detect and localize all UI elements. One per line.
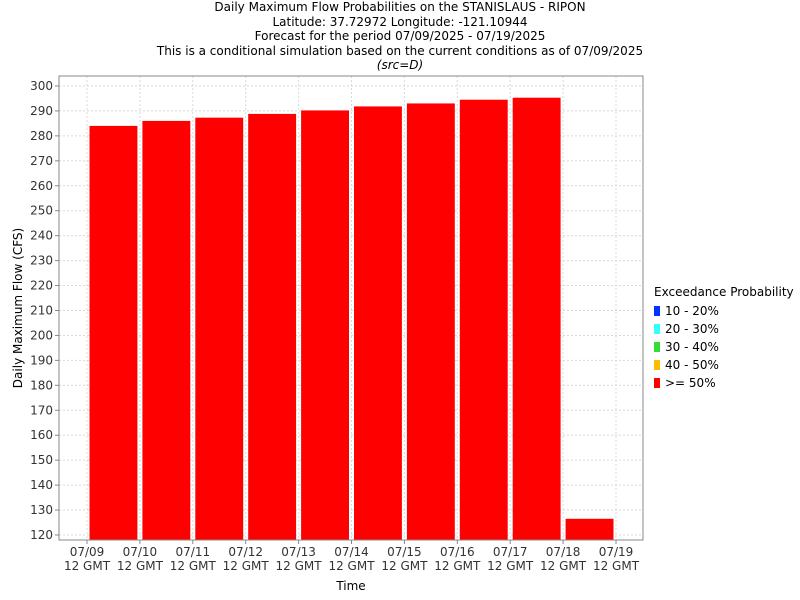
legend-item: >= 50% xyxy=(654,374,794,392)
y-tick-label: 290 xyxy=(30,104,53,118)
y-tick-label: 250 xyxy=(30,204,53,218)
bar xyxy=(459,99,508,541)
legend-swatch xyxy=(654,306,660,316)
y-tick-label: 120 xyxy=(30,528,53,542)
y-tick-label: 160 xyxy=(30,428,53,442)
y-tick-label: 230 xyxy=(30,254,53,268)
legend-label: 30 - 40% xyxy=(665,340,719,354)
bar xyxy=(89,125,138,541)
x-tick-label: 07/19 12 GMT xyxy=(593,545,640,573)
y-tick-label: 280 xyxy=(30,129,53,143)
legend: Exceedance Probability 10 - 20% 20 - 30% 3… xyxy=(654,284,794,392)
bar xyxy=(195,117,244,540)
x-tick-label: 07/11 12 GMT xyxy=(170,545,217,573)
bar xyxy=(406,103,455,540)
y-tick-label: 260 xyxy=(30,179,53,193)
x-tick-label: 07/16 12 GMT xyxy=(434,545,481,573)
legend-label: 10 - 20% xyxy=(665,304,719,318)
legend-label: 40 - 50% xyxy=(665,358,719,372)
x-tick-label: 07/15 12 GMT xyxy=(381,545,428,573)
chart-title: Daily Maximum Flow Probabilities on the … xyxy=(214,0,586,14)
bar xyxy=(301,110,349,540)
bar xyxy=(248,113,297,541)
y-tick-label: 170 xyxy=(30,403,53,417)
y-tick-label: 150 xyxy=(30,453,53,467)
legend-item: 40 - 50% xyxy=(654,356,794,374)
x-axis-label: Time xyxy=(335,579,365,593)
y-tick-label: 270 xyxy=(30,154,53,168)
x-tick-label: 07/18 12 GMT xyxy=(540,545,587,573)
y-tick-label: 180 xyxy=(30,378,53,392)
bar xyxy=(512,97,561,541)
x-tick-label: 07/09 12 GMT xyxy=(64,545,111,573)
legend-item: 30 - 40% xyxy=(654,338,794,356)
y-axis-label: Daily Maximum Flow (CFS) xyxy=(11,228,25,388)
y-tick-label: 240 xyxy=(30,229,53,243)
legend-item: 20 - 30% xyxy=(654,320,794,338)
legend-swatch xyxy=(654,324,660,334)
chart-note: This is a conditional simulation based o… xyxy=(156,43,644,58)
legend-swatch xyxy=(654,342,660,352)
x-tick-label: 07/17 12 GMT xyxy=(487,545,534,573)
bar xyxy=(354,106,402,540)
chart-period: Forecast for the period 07/09/2025 - 07/… xyxy=(254,29,546,43)
x-tick-label: 07/13 12 GMT xyxy=(276,545,323,573)
y-tick-label: 210 xyxy=(30,303,53,317)
x-tick-label: 07/14 12 GMT xyxy=(328,545,375,573)
y-tick-label: 130 xyxy=(30,503,53,517)
legend-label: >= 50% xyxy=(665,376,716,390)
chart-header: Daily Maximum Flow Probabilities on the … xyxy=(0,0,800,73)
y-tick-label: 300 xyxy=(30,79,53,93)
legend-title: Exceedance Probability xyxy=(654,285,794,299)
legend-swatch xyxy=(654,360,660,370)
chart-source: (src=D) xyxy=(376,58,424,72)
legend-item: 10 - 20% xyxy=(654,302,794,320)
bar xyxy=(142,120,191,540)
legend-swatch xyxy=(654,378,660,388)
legend-label: 20 - 30% xyxy=(665,322,719,336)
bar xyxy=(565,518,614,540)
y-tick-label: 220 xyxy=(30,279,53,293)
y-tick-label: 140 xyxy=(30,478,53,492)
y-tick-label: 190 xyxy=(30,353,53,367)
y-tick-label: 200 xyxy=(30,328,53,342)
x-tick-label: 07/10 12 GMT xyxy=(117,545,164,573)
x-tick-label: 07/12 12 GMT xyxy=(223,545,270,573)
chart-location: Latitude: 37.72972 Longitude: -121.10944 xyxy=(272,14,528,29)
